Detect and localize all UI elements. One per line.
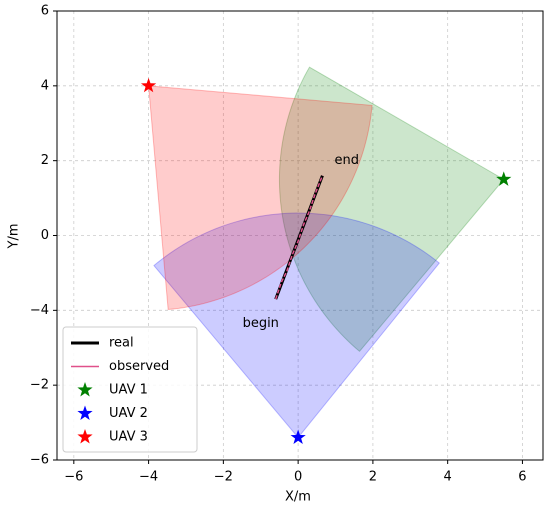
annotation: begin [243, 316, 279, 331]
y-tick-label: 4 [41, 78, 49, 93]
uav-marker [140, 77, 157, 93]
legend-box [62, 326, 198, 453]
legend-swatch [77, 405, 93, 420]
y-axis-label: Y/m [7, 224, 22, 250]
x-tick-label: −4 [139, 470, 158, 485]
annotation: end [334, 153, 359, 168]
y-tick-label: −4 [30, 303, 49, 318]
legend-label: real [109, 336, 134, 351]
x-tick-label: 0 [294, 470, 302, 485]
x-axis-label: X/m [285, 490, 311, 505]
sensing-sector [153, 212, 440, 439]
y-tick-label: 6 [41, 4, 49, 19]
y-tick-label: 0 [41, 228, 49, 243]
legend-swatch [77, 429, 93, 444]
sensing-sector [148, 85, 373, 311]
y-tick-label: 2 [41, 153, 49, 168]
x-tick-label: −2 [214, 470, 233, 485]
trajectory-line [274, 175, 324, 300]
legend-label: UAV 3 [109, 430, 148, 445]
legend-label: observed [109, 359, 169, 374]
sensing-sector [278, 66, 505, 353]
uav-marker [496, 171, 512, 186]
legend-swatch [77, 382, 93, 397]
legend-label: UAV 1 [109, 383, 148, 398]
x-tick-label: 2 [369, 470, 377, 485]
legend: real observed UAV 1 UAV 2 UAV 3 [62, 326, 198, 453]
y-tick-label: −2 [30, 378, 49, 393]
uav-marker [290, 429, 306, 445]
x-tick-label: −6 [64, 470, 83, 485]
legend-label: UAV 2 [109, 406, 148, 421]
y-tick-label: −6 [30, 453, 49, 468]
plot-frame [56, 10, 544, 461]
x-tick-label: 6 [518, 470, 526, 485]
x-tick-label: 4 [444, 470, 452, 485]
